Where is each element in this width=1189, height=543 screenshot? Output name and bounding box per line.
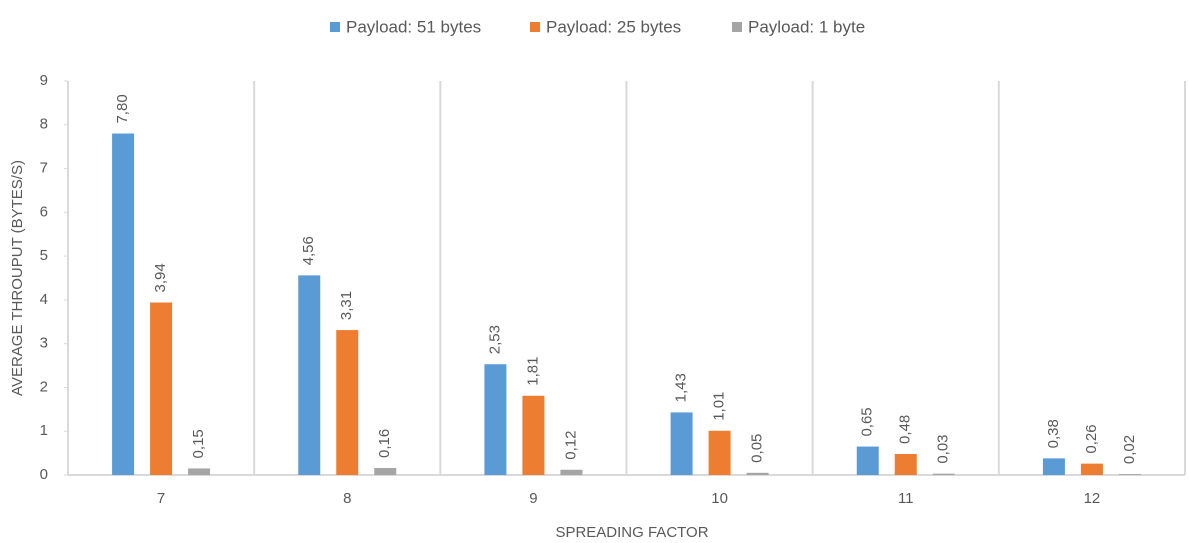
x-tick-label: 12	[1084, 490, 1101, 507]
y-tick-label: 8	[40, 116, 48, 133]
legend-label: Payload: 51 bytes	[346, 17, 481, 36]
legend-label: Payload: 1 byte	[748, 17, 865, 36]
legend-label: Payload: 25 bytes	[546, 17, 681, 36]
legend-swatch	[732, 22, 742, 32]
y-tick-label: 6	[40, 203, 48, 220]
x-tick-label: 9	[529, 490, 537, 507]
x-tick-label: 7	[157, 490, 165, 507]
bar	[856, 446, 879, 475]
y-tick-label: 5	[40, 247, 48, 264]
value-label: 0,12	[562, 431, 579, 460]
bar	[484, 364, 507, 475]
value-label: 3,94	[152, 263, 169, 292]
y-tick-label: 1	[40, 422, 48, 439]
value-label: 1,43	[673, 373, 690, 402]
y-tick-label: 4	[40, 291, 48, 308]
x-tick-label: 8	[343, 490, 351, 507]
bar	[150, 302, 173, 475]
bar	[188, 468, 211, 475]
value-label: 0,05	[749, 434, 766, 463]
bar	[112, 133, 135, 476]
value-label: 0,03	[935, 434, 952, 463]
y-tick-label: 2	[40, 378, 48, 395]
value-label: 1,01	[711, 392, 728, 421]
legend-swatch	[330, 22, 340, 32]
bar	[1080, 463, 1103, 475]
legend-swatch	[530, 22, 540, 32]
value-label: 0,15	[190, 429, 207, 458]
value-label: 0,48	[897, 415, 914, 444]
bar	[932, 473, 955, 475]
y-tick-label: 7	[40, 160, 48, 177]
y-tick-label: 0	[40, 466, 48, 483]
bar	[298, 275, 321, 475]
bar	[894, 453, 917, 475]
value-label: 4,56	[300, 236, 317, 265]
value-label: 1,81	[524, 357, 541, 386]
y-tick-label: 3	[40, 335, 48, 352]
bar	[336, 330, 359, 475]
bar	[708, 430, 731, 475]
value-label: 3,31	[338, 291, 355, 320]
bar	[746, 472, 769, 475]
value-label: 0,16	[376, 429, 393, 458]
y-axis-title: AVERAGE THROUPUT (BYTES/S)	[9, 160, 26, 396]
value-label: 0,26	[1083, 424, 1100, 453]
value-label: 0,38	[1045, 419, 1062, 448]
value-label: 2,53	[486, 325, 503, 354]
value-label: 0,65	[859, 407, 876, 436]
bar	[670, 412, 693, 475]
x-axis-title: SPREADING FACTOR	[555, 524, 708, 541]
value-label: 0,02	[1121, 435, 1138, 464]
x-tick-label: 11	[898, 490, 914, 507]
bar	[560, 469, 583, 475]
bar	[374, 467, 397, 475]
x-tick-label: 10	[711, 490, 728, 507]
value-label: 7,80	[114, 94, 131, 123]
bar	[522, 395, 545, 475]
bar	[1042, 458, 1065, 475]
y-tick-label: 9	[40, 72, 48, 89]
bar	[1118, 474, 1141, 475]
